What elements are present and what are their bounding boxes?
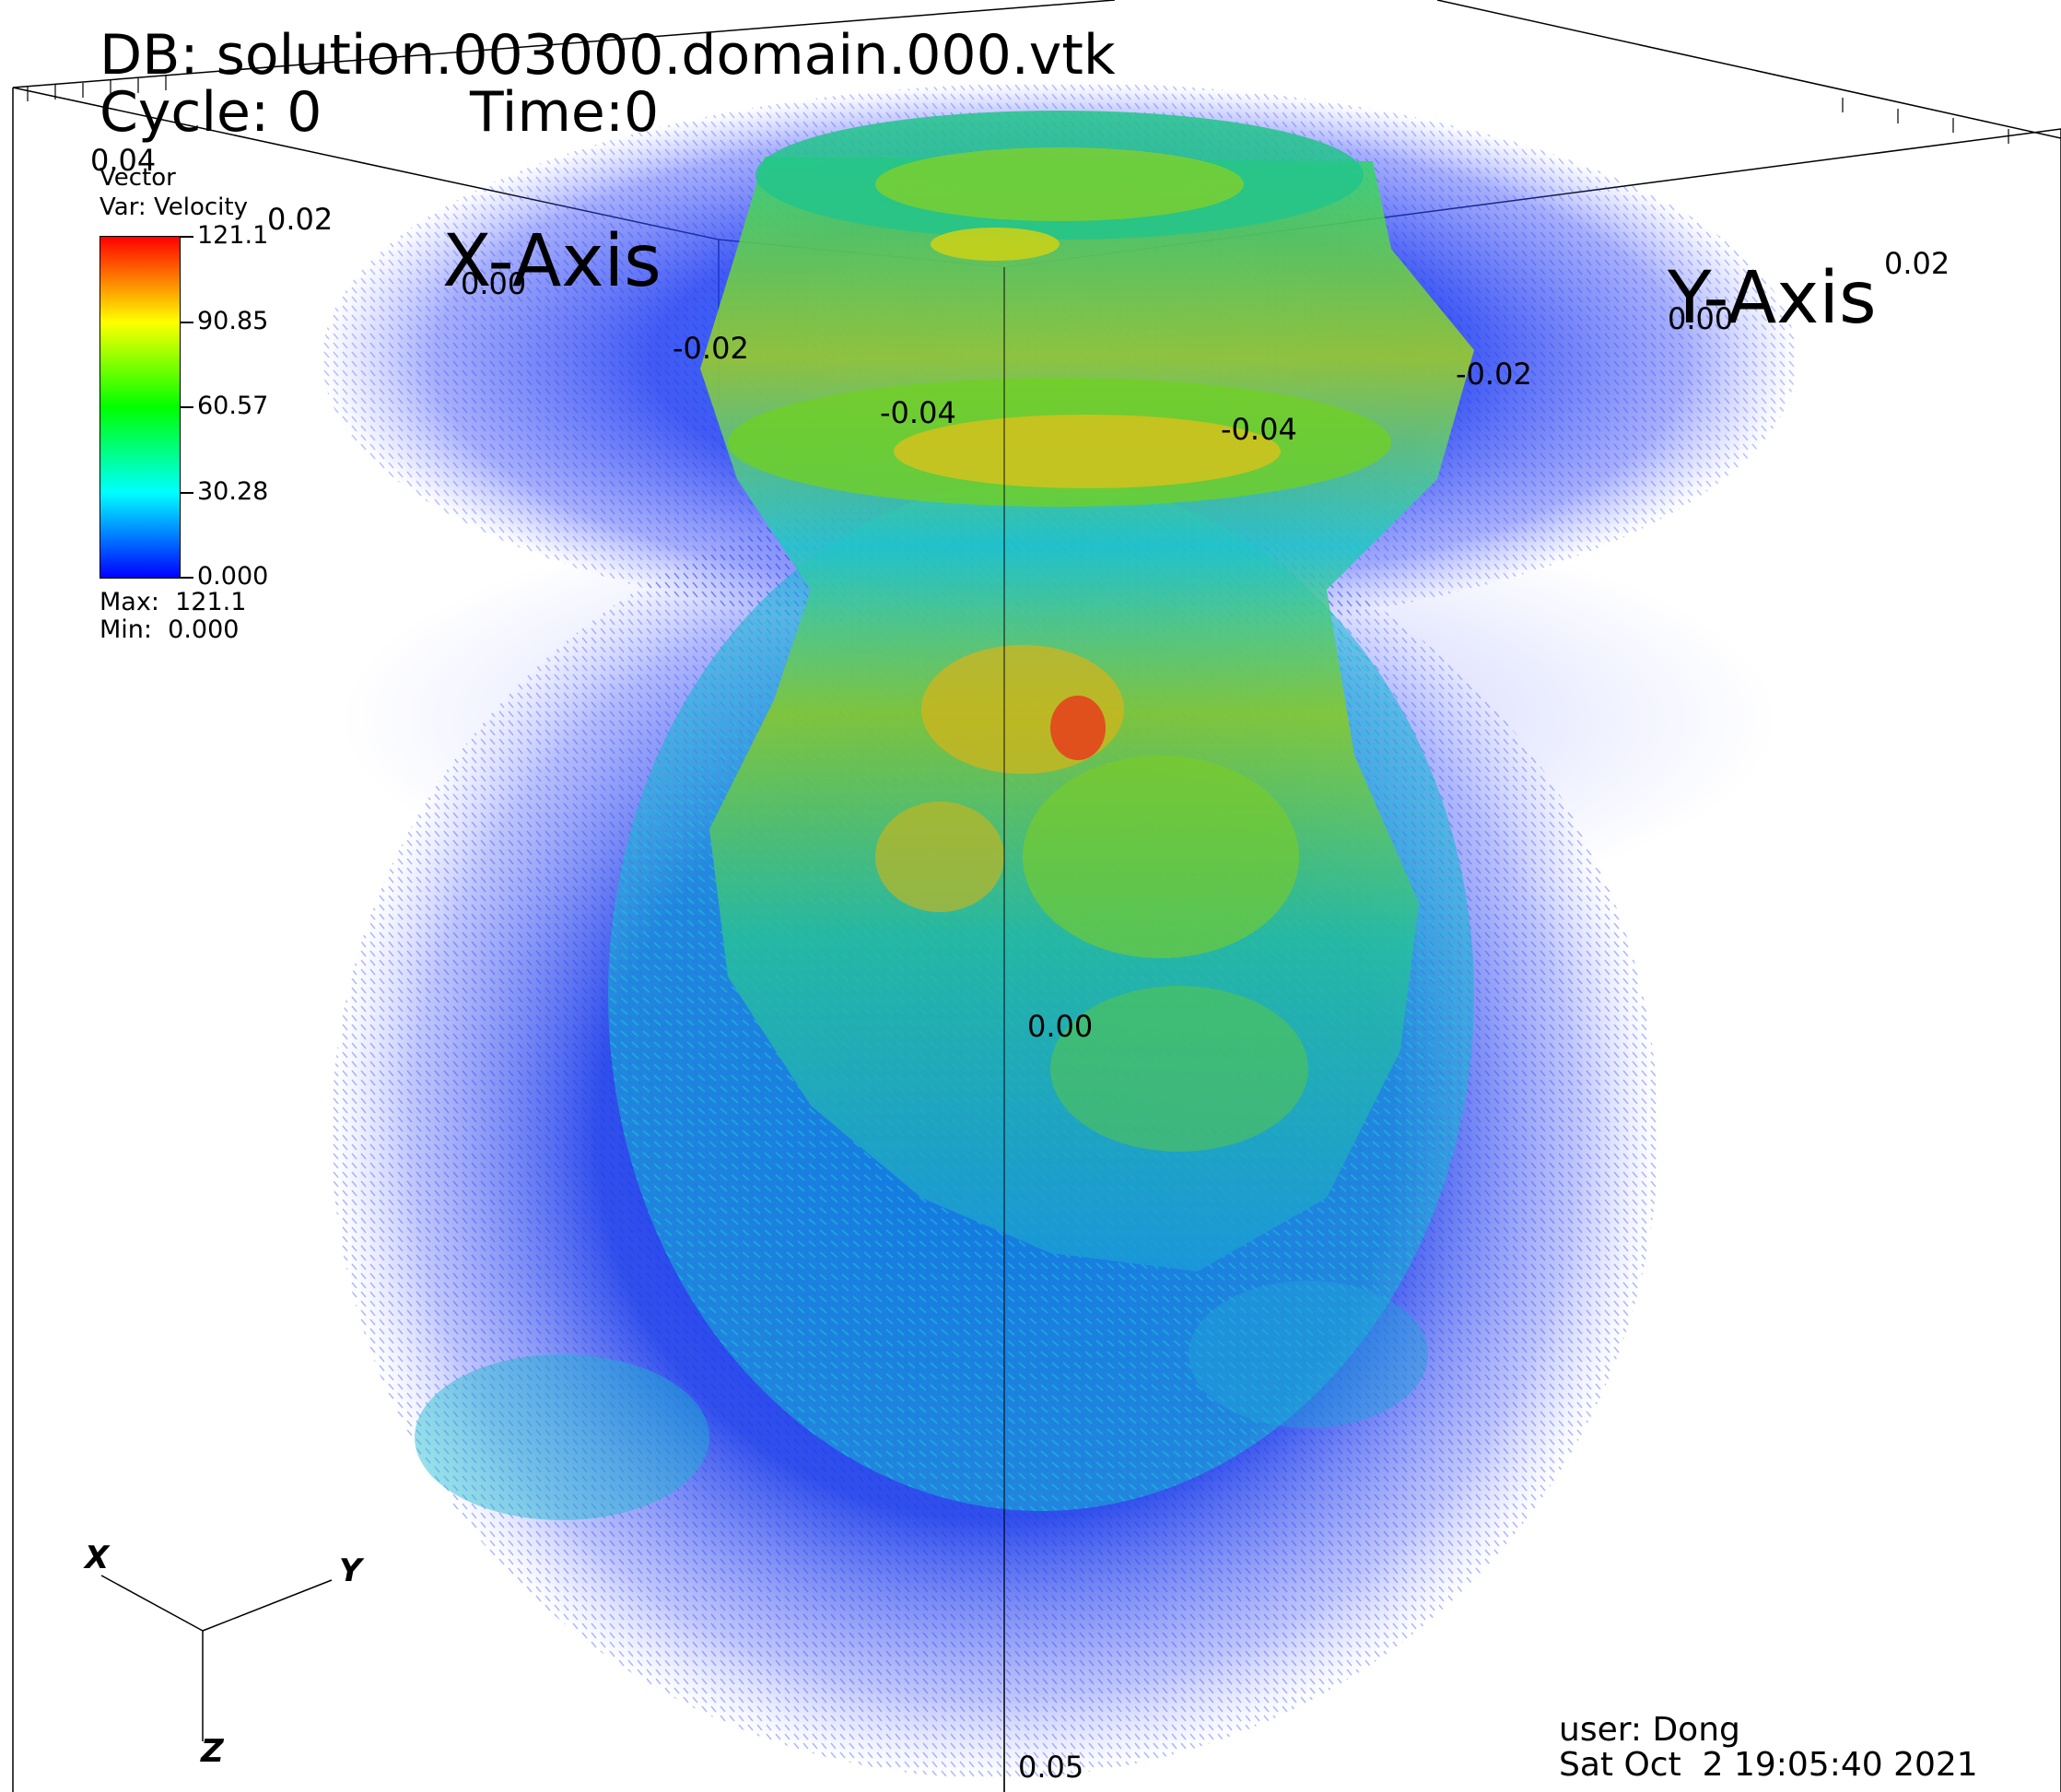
axis-tick-label: 0.04 bbox=[90, 143, 157, 178]
top-edge-ticks bbox=[27, 76, 2009, 144]
triad-y-label: Y bbox=[339, 1552, 362, 1589]
axis-tick-label: 0.02 bbox=[267, 202, 334, 237]
legend-variable: Var: Velocity bbox=[100, 193, 248, 221]
axis-triad bbox=[100, 1575, 333, 1741]
axis-tick-label: 0.00 bbox=[461, 266, 527, 301]
colorbar bbox=[100, 236, 181, 579]
cycle-label: Cycle: 0 bbox=[100, 80, 322, 145]
colorbar-tick-min: 0.000 bbox=[197, 562, 269, 591]
colorbar-tick-1: 30.28 bbox=[197, 477, 269, 506]
triad-z-label: Z bbox=[201, 1733, 224, 1770]
axis-tick-label: 0.02 bbox=[1884, 246, 1950, 281]
colorbar-tick-max: 121.1 bbox=[197, 221, 269, 250]
time-label: Time:0 bbox=[470, 80, 660, 145]
axis-tick-label: -0.04 bbox=[880, 395, 956, 430]
y-axis-title: Y-Axis bbox=[1668, 257, 1877, 340]
legend-min: Min: 0.000 bbox=[100, 615, 240, 644]
axis-tick-label: 0.00 bbox=[1668, 301, 1734, 336]
legend-plot-type: Vector bbox=[100, 164, 176, 192]
legend-max: Max: 121.1 bbox=[100, 588, 247, 616]
triad-x-label: X bbox=[85, 1540, 110, 1576]
colorbar-tick-3: 90.85 bbox=[197, 307, 269, 335]
database-label: DB: solution.003000.domain.000.vtk bbox=[100, 23, 1116, 88]
axis-tick-label: 0.05 bbox=[1018, 1750, 1084, 1785]
colorbar-tick-2: 60.57 bbox=[197, 392, 269, 420]
axis-tick-label: -0.04 bbox=[1221, 412, 1297, 447]
x-axis-title: X-Axis bbox=[442, 220, 662, 303]
axis-tick-label: 0.00 bbox=[1027, 1009, 1094, 1044]
axis-tick-label: -0.02 bbox=[673, 331, 749, 366]
user-label: user: Dong bbox=[1559, 1711, 1740, 1749]
date-label: Sat Oct 2 19:05:40 2021 bbox=[1559, 1746, 1978, 1784]
axis-tick-label: -0.02 bbox=[1456, 357, 1532, 392]
